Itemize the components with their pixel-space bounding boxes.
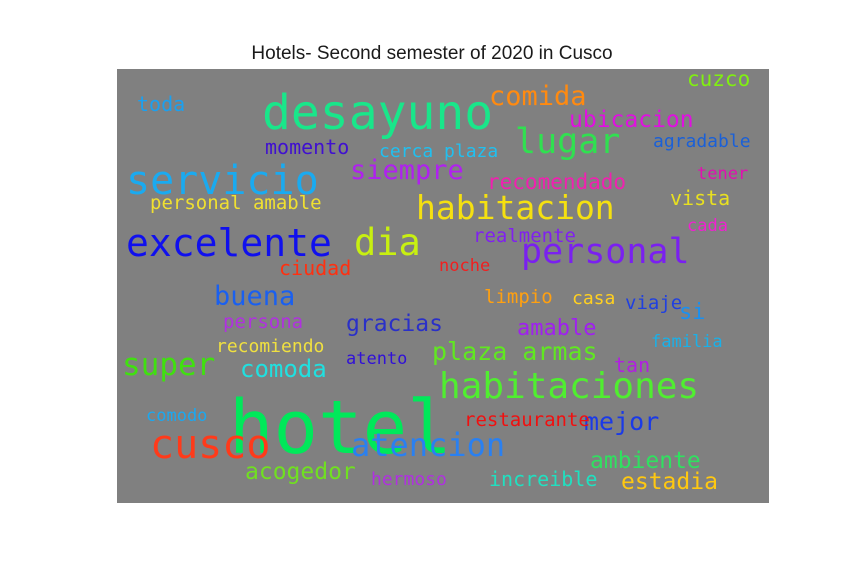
word-excelente: excelente bbox=[126, 221, 332, 265]
word-familia: familia bbox=[651, 332, 723, 352]
word-atento: atento bbox=[346, 349, 408, 369]
word-habitaciones: habitaciones bbox=[439, 366, 700, 407]
word-atencion: atencion bbox=[351, 426, 506, 464]
word-buena: buena bbox=[214, 281, 296, 312]
word-desayuno: desayuno bbox=[262, 85, 494, 141]
word-realmente: realmente bbox=[473, 225, 576, 247]
word-cuzco: cuzco bbox=[687, 69, 751, 91]
word-recomiendo: recomiendo bbox=[216, 336, 325, 357]
word-personal-amable: personal amable bbox=[150, 192, 322, 214]
word-personal: personal bbox=[521, 232, 690, 272]
word-viaje: viaje bbox=[625, 292, 683, 314]
word-ubicacion: ubicacion bbox=[569, 107, 694, 133]
word-acogedor: acogedor bbox=[245, 459, 356, 485]
word-lugar: lugar bbox=[515, 122, 621, 162]
word-gracias: gracias bbox=[346, 311, 443, 337]
word-persona: persona bbox=[223, 311, 304, 333]
word-hotel: hotel bbox=[229, 385, 452, 471]
word-habitacion: habitacion bbox=[416, 188, 615, 227]
word-ambiente: ambiente bbox=[590, 448, 701, 474]
word-ciudad: ciudad bbox=[279, 256, 352, 280]
word-comida: comida bbox=[489, 81, 587, 112]
word-amable: amable bbox=[517, 316, 597, 341]
word-toda: toda bbox=[137, 92, 186, 116]
word-cada: cada bbox=[687, 216, 728, 236]
chart-title: Hotels- Second semester of 2020 in Cusco bbox=[251, 43, 613, 64]
word-mejor: mejor bbox=[584, 407, 660, 436]
word-dia: dia bbox=[354, 221, 421, 264]
word-cusco: cusco bbox=[150, 422, 271, 468]
word-restaurante: restaurante bbox=[464, 409, 590, 431]
word-si: si bbox=[679, 300, 706, 325]
word-noche: noche bbox=[439, 256, 491, 276]
word-casa: casa bbox=[572, 288, 616, 309]
word-servicio: servicio bbox=[126, 158, 319, 204]
word-comoda: comoda bbox=[240, 355, 327, 383]
word-hermoso: hermoso bbox=[371, 469, 447, 490]
word-comodo: comodo bbox=[146, 406, 208, 426]
word-cloud: hotel desayuno cusco servicio excelente habit… bbox=[117, 69, 769, 503]
word-vista: vista bbox=[670, 186, 731, 210]
word-recomendado: recomendado bbox=[487, 170, 627, 194]
word-tan: tan bbox=[614, 353, 651, 377]
word-cerca-plaza: cerca plaza bbox=[379, 141, 499, 162]
word-super: super bbox=[122, 347, 216, 383]
word-estadia: estadia bbox=[621, 469, 718, 495]
word-agradable: agradable bbox=[653, 131, 751, 152]
word-momento: momento bbox=[265, 135, 350, 159]
word-increible: increible bbox=[489, 467, 598, 491]
word-plaza-armas: plaza armas bbox=[432, 337, 598, 366]
word-tener: tener bbox=[697, 164, 749, 184]
word-limpio: limpio bbox=[484, 286, 553, 308]
word-siempre: siempre bbox=[350, 155, 464, 186]
